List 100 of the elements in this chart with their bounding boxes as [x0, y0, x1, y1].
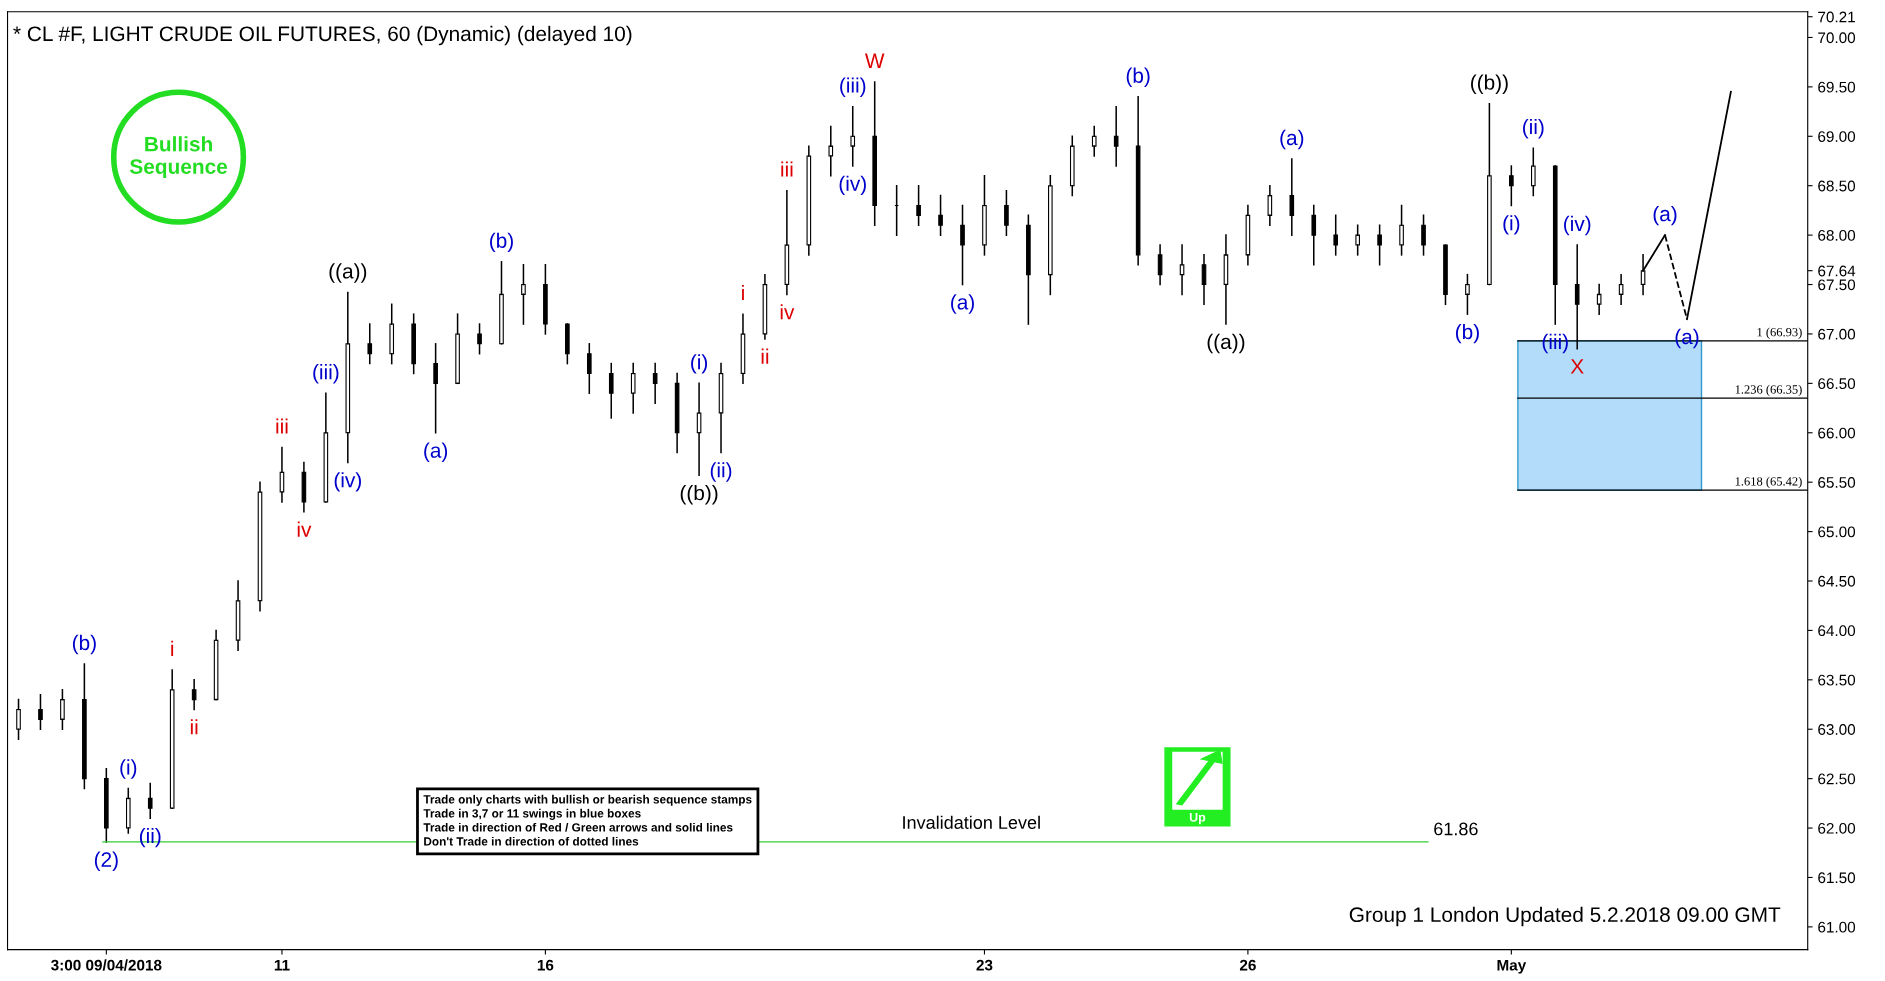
annotation: ((b)) [1471, 74, 1508, 94]
x-tick-label: 26 [1239, 959, 1256, 971]
annotation: (a) [1653, 205, 1677, 226]
x-tick-label: 16 [537, 959, 554, 971]
candlestick [521, 263, 526, 325]
annotation: (a) [424, 442, 448, 462]
y-tick-label: 65.00 [1818, 526, 1856, 538]
candlestick [1618, 273, 1624, 306]
y-tick-label: 67.50 [1818, 279, 1856, 291]
candlestick [1311, 204, 1317, 266]
annotation: (a) [1280, 129, 1304, 150]
x-tick-label: 11 [274, 959, 290, 971]
candlestick [1596, 283, 1602, 315]
x-tick-label: May [1497, 959, 1527, 974]
candlestick [147, 782, 153, 819]
candlestick [784, 189, 790, 296]
x-tick-label: 3:00 09/04/2018 [51, 959, 162, 971]
annotation: iv [297, 521, 312, 537]
annotation: (i) [120, 759, 137, 779]
candlestick [828, 125, 834, 177]
annotation: (b) [1126, 67, 1150, 88]
candlestick [345, 291, 351, 464]
candlestick [1245, 204, 1251, 266]
annotation: iii [276, 418, 288, 434]
y-tick-label: 61.00 [1818, 921, 1856, 933]
y-tick-label: 67.64 [1818, 265, 1856, 277]
annotation: (i) [691, 354, 708, 374]
y-tick-label: 68.00 [1818, 229, 1856, 241]
annotation: iii [781, 161, 793, 177]
annotation: ((a)) [329, 263, 367, 283]
annotation: Up [1189, 812, 1206, 825]
candlestick [191, 679, 197, 711]
y-tick-label: 67.00 [1818, 328, 1856, 340]
annotation: (a) [951, 294, 974, 314]
ref-line-label: 61.86 [1434, 822, 1478, 836]
candlestick [652, 362, 658, 404]
y-tick-label: 65.50 [1818, 477, 1856, 488]
annotation: (iii) [840, 77, 866, 97]
ref-line-label: 1 (66.93) [1757, 327, 1802, 339]
candlestick [630, 362, 636, 414]
y-tick-label: 70.21 [1818, 11, 1855, 23]
candlestick [674, 372, 680, 454]
annotation: W [864, 53, 885, 68]
ref-line-label: 1.618 (65.42) [1735, 476, 1802, 489]
y-tick-label: 66.00 [1818, 427, 1856, 439]
annotation: ii [761, 348, 769, 364]
text: * CL #F, LIGHT CRUDE OIL FUTURES, 60 (Dynamic) (delayed 10) [13, 25, 632, 46]
candlestick [1091, 125, 1097, 157]
y-tick-label: 62.00 [1818, 822, 1856, 834]
y-tick-label: 70.00 [1818, 32, 1856, 44]
candlestick [367, 323, 373, 365]
annotation: (ii) [1523, 118, 1544, 139]
y-tick-label: 63.50 [1818, 674, 1856, 686]
y-tick-label: 61.50 [1818, 872, 1856, 884]
candlestick [1267, 184, 1273, 226]
annotation: (iv) [334, 472, 361, 492]
annotation: (b) [72, 634, 96, 655]
annotation: ii [190, 719, 198, 735]
annotation: (iv) [839, 175, 866, 196]
annotation: Group 1 London Updated 5.2.2018 09.00 GMT [1349, 906, 1781, 927]
annotation: iv [780, 304, 795, 320]
candlestick [499, 261, 504, 345]
candlestick [1289, 158, 1295, 236]
y-tick-label: 66.50 [1818, 378, 1856, 390]
y-tick-label: 69.00 [1818, 131, 1856, 142]
y-tick-label: 62.50 [1818, 773, 1856, 785]
annotation: (b) [1456, 323, 1479, 344]
candlestick [323, 392, 329, 503]
y-tick-label: 68.50 [1818, 180, 1856, 192]
annotation: ((a)) [1207, 333, 1245, 354]
annotation: (ii) [710, 462, 732, 482]
x-tick-label: 23 [976, 959, 993, 971]
annotation: i [742, 285, 744, 301]
y-tick-label: 64.50 [1818, 575, 1856, 587]
candlestick [608, 362, 614, 419]
candlestick [455, 313, 460, 384]
annotation: i [171, 640, 174, 656]
candlestick [1487, 102, 1492, 286]
candlestick [960, 204, 965, 286]
candlestick [850, 105, 856, 167]
annotation: (2) [94, 851, 118, 872]
candlestick [806, 145, 812, 256]
annotation: (i) [1503, 215, 1520, 235]
y-tick-label: 64.00 [1818, 625, 1856, 637]
y-tick-label: 69.50 [1818, 81, 1856, 93]
candlestick [1113, 105, 1119, 167]
candlestick [872, 81, 878, 226]
annotation: Bullish Sequence [129, 136, 228, 179]
annotation: (iv) [1564, 215, 1591, 236]
annotation: ((b)) [680, 484, 718, 505]
ref-line-label: 1.236 (66.35) [1735, 384, 1802, 397]
annotation: (b) [490, 232, 513, 253]
candlestick [433, 343, 438, 434]
candlestick [1135, 95, 1141, 266]
annotation: Trade only charts with bullish or bearish sequence stamps Trade in 3,7 or 11 swings in blue boxes Trade in direction of Red / Green arrows and solid lines Don't Trade in direction of dotted lines [423, 794, 752, 846]
y-tick-label: 63.00 [1818, 724, 1856, 735]
candlestick [213, 629, 219, 701]
candlestick [1552, 165, 1558, 325]
annotation: (iii) [313, 364, 339, 384]
annotation: X [1570, 359, 1584, 374]
